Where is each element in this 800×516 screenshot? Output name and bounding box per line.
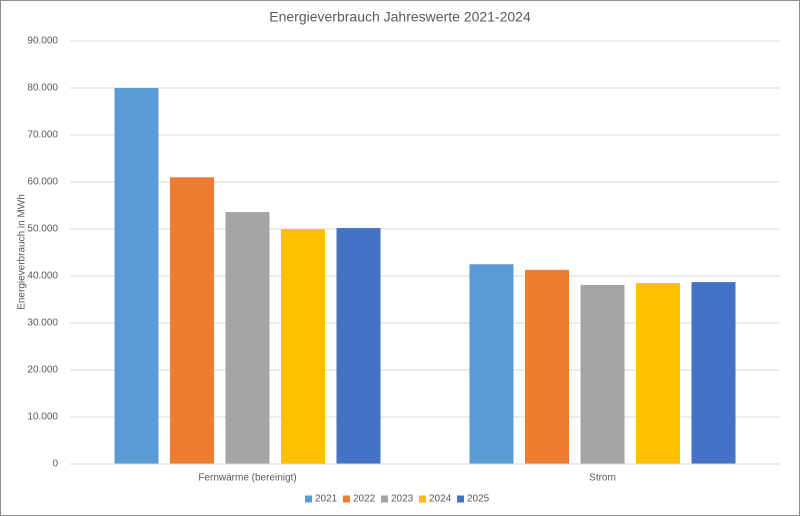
legend-swatch <box>419 495 426 503</box>
bar <box>691 282 736 464</box>
y-tick-label: 70.000 <box>27 130 58 141</box>
legend-swatch <box>343 495 350 503</box>
bar <box>636 283 680 464</box>
chart-title: Energieverbrauch Jahreswerte 2021-2024 <box>269 9 531 25</box>
legend-swatch <box>305 495 312 503</box>
y-tick-label: 90.000 <box>27 36 58 47</box>
y-tick-label: 80.000 <box>27 83 58 94</box>
y-tick-label: 10.000 <box>27 412 58 423</box>
bar <box>170 177 214 465</box>
y-axis-label: Energieverbrauch in MWh <box>17 194 28 310</box>
y-tick-label: 50.000 <box>27 224 58 235</box>
bar <box>525 269 569 464</box>
bar <box>281 229 325 464</box>
legend-label: 2023 <box>391 494 414 505</box>
bar <box>114 88 159 464</box>
y-tick-label: 60.000 <box>27 177 58 188</box>
legend-swatch <box>381 495 388 503</box>
x-tick-label: Strom <box>589 473 616 484</box>
y-tick-label: 40.000 <box>27 271 58 282</box>
x-tick-label: Fernwärme (bereinigt) <box>198 473 296 484</box>
legend-label: 2022 <box>353 494 376 505</box>
y-tick-label: 20.000 <box>27 365 58 376</box>
legend-label: 2024 <box>429 494 452 505</box>
legend-label: 2025 <box>467 494 490 505</box>
y-tick-label: 30.000 <box>27 318 58 329</box>
y-tick-label: 0 <box>52 459 58 470</box>
bar <box>469 264 514 464</box>
bar <box>336 228 381 464</box>
legend-swatch <box>457 495 464 503</box>
bar <box>580 284 625 464</box>
bar <box>225 212 270 464</box>
legend-label: 2021 <box>315 494 338 505</box>
